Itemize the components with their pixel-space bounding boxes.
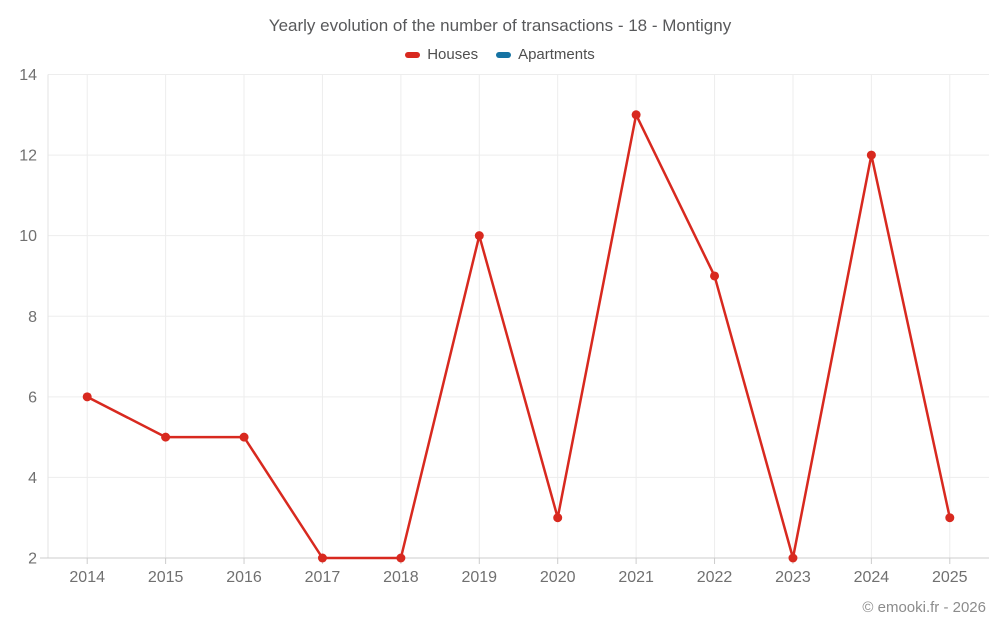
x-tick-label: 2021 [618,569,654,586]
data-point[interactable] [866,150,876,160]
legend-item-apartments[interactable]: Apartments [496,46,595,63]
x-tick-label: 2017 [305,569,341,586]
houses-legend-swatch-icon [405,51,421,58]
legend: Houses Apartments [0,46,1000,63]
y-tick-label: 12 [19,148,37,165]
data-point[interactable] [710,271,720,281]
data-point[interactable] [631,110,641,120]
copyright-text: © emooki.fr - 2026 [862,599,986,616]
y-tick-label: 8 [28,309,37,326]
x-tick-label: 2014 [69,569,105,586]
data-point[interactable] [317,553,327,563]
apartments-legend-label: Apartments [518,46,595,63]
houses-legend-label: Houses [427,46,479,63]
y-tick-label: 14 [19,67,37,84]
y-tick-label: 6 [28,389,37,406]
data-point[interactable] [553,513,563,523]
data-point[interactable] [945,513,955,523]
data-point[interactable] [474,231,484,241]
data-point[interactable] [396,553,406,563]
x-tick-label: 2020 [540,569,576,586]
data-point[interactable] [788,553,798,563]
y-tick-label: 4 [28,470,37,487]
legend-item-houses[interactable]: Houses [405,46,478,63]
data-point[interactable] [82,392,92,402]
x-tick-label: 2018 [383,569,419,586]
houses-line [85,113,952,560]
x-tick-label: 2023 [775,569,811,586]
data-point[interactable] [239,432,249,442]
x-tick-label: 2022 [697,569,733,586]
x-tick-label: 2015 [148,569,184,586]
x-tick-label: 2019 [461,569,497,586]
y-tick-label: 2 [28,551,37,568]
x-tick-label: 2024 [854,569,890,586]
x-tick-label: 2025 [932,569,968,586]
y-tick-label: 10 [19,228,37,245]
apartments-legend-swatch-icon [496,51,512,58]
chart-title: Yearly evolution of the number of transa… [268,16,732,35]
data-point[interactable] [161,432,171,442]
x-tick-label: 2016 [226,569,262,586]
